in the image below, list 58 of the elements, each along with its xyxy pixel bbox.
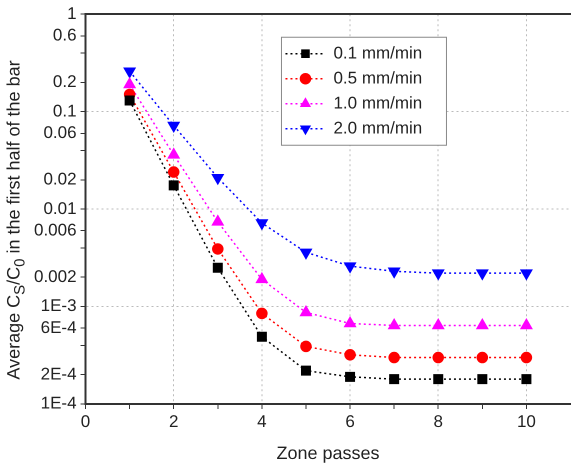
- legend-label: 0.5 mm/min: [333, 68, 422, 88]
- point: [432, 352, 444, 364]
- point: [388, 352, 400, 364]
- point: [124, 96, 135, 106]
- point: [212, 262, 223, 273]
- x-axis-title: Zone passes: [276, 443, 380, 464]
- point: [344, 262, 356, 273]
- point: [477, 374, 488, 384]
- point: [389, 374, 400, 384]
- y-tick-label: 0.02: [43, 169, 77, 188]
- legend-label: 2.0 mm/min: [333, 118, 422, 138]
- x-tick-label: 10: [516, 412, 536, 431]
- y-tick-label: 0.2: [52, 72, 77, 91]
- legend-label: 1.0 mm/min: [333, 93, 422, 112]
- y-tick-label: 0.1: [52, 101, 77, 120]
- point: [476, 269, 488, 280]
- y-tick-label: 0.01: [43, 198, 77, 218]
- point: [256, 308, 268, 320]
- x-tick-label: 6: [345, 412, 355, 431]
- point: [476, 352, 488, 364]
- point: [344, 349, 356, 361]
- point: [168, 166, 180, 178]
- x-tick-label: 4: [257, 412, 267, 431]
- legend-label: 0.1 mm/min: [333, 43, 422, 62]
- point: [476, 318, 488, 330]
- point: [520, 352, 532, 364]
- point: [388, 318, 400, 330]
- point: [300, 366, 311, 376]
- x-tick-label: 2: [168, 412, 178, 431]
- point: [212, 243, 224, 255]
- y-tick-label: 1E-4: [40, 394, 77, 413]
- point: [344, 316, 356, 328]
- y-tick-label: 0.006: [34, 220, 77, 240]
- y-tick-label: 0.06: [43, 122, 77, 142]
- y-tick-label: 1: [67, 4, 77, 23]
- y-tick-label: 2E-4: [40, 364, 77, 384]
- point: [345, 372, 356, 382]
- point: [300, 340, 312, 352]
- point: [168, 122, 180, 132]
- point: [300, 306, 312, 316]
- point: [212, 174, 224, 184]
- y-tick-label: 6E-4: [40, 318, 77, 337]
- point: [432, 269, 444, 280]
- x-tick-label: 8: [434, 412, 443, 431]
- y-tick-label: 0.002: [34, 266, 77, 286]
- point: [432, 318, 444, 330]
- point: [256, 332, 267, 342]
- point: [300, 248, 312, 260]
- y-tick-label: 0.6: [52, 26, 77, 45]
- y-tick-label: 1E-3: [40, 296, 77, 316]
- point: [433, 374, 444, 384]
- point: [521, 374, 532, 384]
- point: [168, 180, 179, 190]
- point: [256, 219, 268, 230]
- x-tick-label: 0: [80, 412, 90, 431]
- point: [520, 318, 532, 330]
- point: [520, 269, 532, 280]
- point: [124, 67, 136, 78]
